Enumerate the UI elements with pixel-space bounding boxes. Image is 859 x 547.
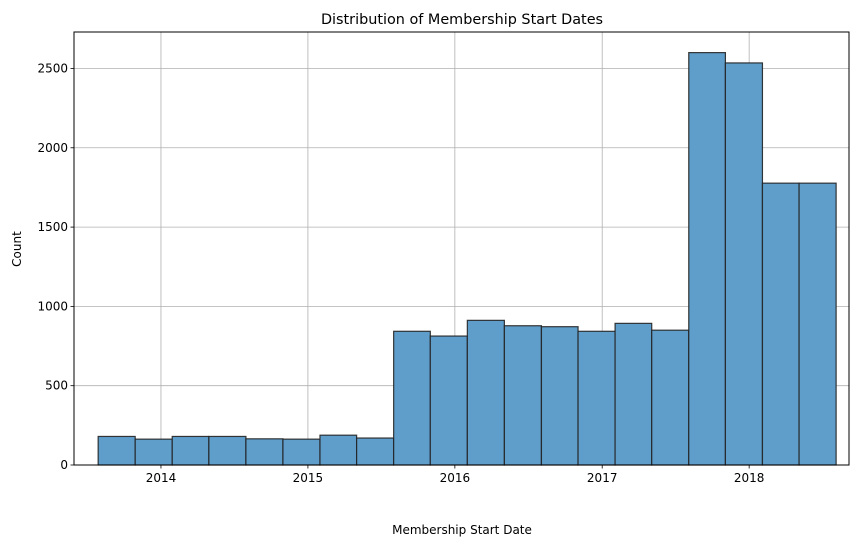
histogram-bar xyxy=(688,52,727,466)
histogram-bar xyxy=(356,437,395,466)
chart-title: Distribution of Membership Start Dates xyxy=(321,12,603,28)
histogram-bar xyxy=(798,182,837,466)
histogram-bar xyxy=(208,435,247,466)
histogram-bar xyxy=(97,435,136,466)
histogram-bar xyxy=(245,438,284,466)
x-tick-label: 2015 xyxy=(293,471,324,485)
y-tick-label: 0 xyxy=(60,458,68,472)
histogram-bar xyxy=(577,330,616,466)
x-tick-label: 2016 xyxy=(440,471,471,485)
histogram-bar xyxy=(761,182,800,466)
x-tick-label: 2017 xyxy=(587,471,618,485)
histogram-bar xyxy=(466,319,505,466)
x-axis-ticks: 2014 2015 2016 2017 2018 xyxy=(146,465,765,485)
histogram-bar xyxy=(134,438,173,466)
histogram-bar xyxy=(503,325,543,466)
histogram-bar xyxy=(540,326,579,466)
x-axis-label: Membership Start Date xyxy=(392,523,532,537)
y-tick-label: 1000 xyxy=(37,299,68,313)
y-tick-label: 500 xyxy=(45,379,68,393)
histogram-bar xyxy=(724,62,764,466)
y-axis-ticks: 0 500 1000 1500 2000 2500 xyxy=(37,61,74,472)
y-tick-label: 2500 xyxy=(37,61,68,75)
y-tick-label: 2000 xyxy=(37,141,68,155)
histogram-bar xyxy=(171,435,210,466)
x-tick-label: 2018 xyxy=(734,471,765,485)
histogram-bar xyxy=(614,322,653,466)
x-tick-label: 2014 xyxy=(146,471,177,485)
histogram-bar xyxy=(393,330,431,466)
bars-group xyxy=(97,52,837,466)
histogram-bar xyxy=(651,329,690,466)
plot-frame xyxy=(73,31,850,466)
y-axis-label: Count xyxy=(10,231,24,267)
histogram-bar xyxy=(429,335,468,466)
y-tick-label: 1500 xyxy=(37,220,68,234)
histogram-bar xyxy=(282,438,321,466)
histogram-bar xyxy=(319,434,358,466)
